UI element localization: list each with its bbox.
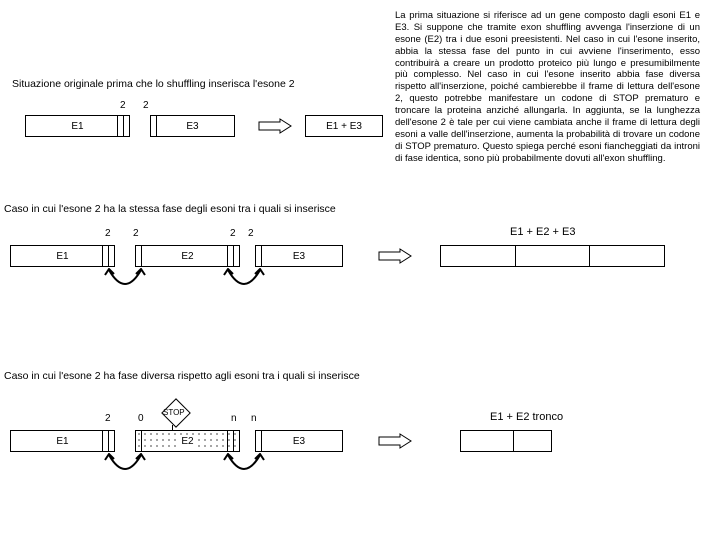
exon-label: E1 — [71, 121, 83, 132]
result-e1e3: E1 + E3 — [305, 115, 383, 137]
exon-e2-row2: E2 — [135, 245, 240, 267]
splice-arrow-icon — [222, 453, 266, 479]
exon-e1-row3: E1 — [10, 430, 115, 452]
phase-label: 2 — [143, 100, 149, 111]
phase-label: n — [231, 413, 237, 424]
exon-label: E2 — [181, 251, 193, 262]
exon-label: E3 — [186, 121, 198, 132]
phase-label: 2 — [133, 228, 139, 239]
arrow-icon — [378, 433, 412, 449]
splice-arrow-icon — [222, 268, 266, 294]
exon-label: E1 — [56, 251, 68, 262]
splice-arrow-icon — [103, 453, 147, 479]
phase-label: 2 — [230, 228, 236, 239]
exon-e1-row2: E1 — [10, 245, 115, 267]
result-label: E1 + E2 tronco — [490, 411, 563, 423]
explanation-paragraph: La prima situazione si riferisce ad un g… — [395, 10, 700, 164]
exon-e3-row2: E3 — [255, 245, 343, 267]
result-tronco-box — [460, 430, 552, 452]
caption-diffphase: Caso in cui l'esone 2 ha fase diversa ri… — [4, 370, 360, 382]
result-label: E1 + E2 + E3 — [510, 226, 575, 238]
exon-label: E3 — [293, 436, 305, 447]
result-e1e2e3-box — [440, 245, 665, 267]
stop-diamond: STOP — [160, 397, 192, 429]
splice-arrow-icon — [103, 268, 147, 294]
phase-label: 2 — [105, 228, 111, 239]
caption-original: Situazione originale prima che lo shuffl… — [12, 78, 295, 90]
exon-e1-row1: E1 — [25, 115, 130, 137]
phase-label: 2 — [248, 228, 254, 239]
exon-label: E3 — [293, 251, 305, 262]
phase-label: n — [251, 413, 257, 424]
exon-e3-row1: E3 — [150, 115, 235, 137]
phase-label: 0 — [138, 413, 144, 424]
arrow-icon — [258, 118, 292, 134]
exon-e3-row3: E3 — [255, 430, 343, 452]
exon-label: E1 + E3 — [326, 121, 362, 132]
arrow-icon — [378, 248, 412, 264]
caption-samephase: Caso in cui l'esone 2 ha la stessa fase … — [4, 203, 336, 215]
exon-label: E1 — [56, 436, 68, 447]
exon-label: E2 — [178, 436, 196, 447]
stop-label: STOP — [163, 408, 185, 417]
phase-label: 2 — [120, 100, 126, 111]
exon-e2-row3: E2 — [135, 430, 240, 452]
phase-label: 2 — [105, 413, 111, 424]
